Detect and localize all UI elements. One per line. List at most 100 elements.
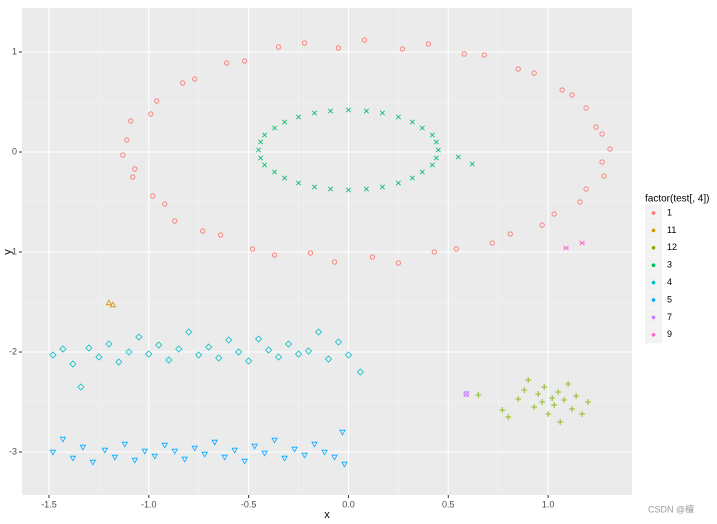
point (525, 377, 532, 383)
point (121, 441, 129, 448)
point (261, 450, 268, 457)
point (89, 459, 97, 466)
point (241, 458, 248, 465)
point (429, 132, 435, 138)
point (331, 259, 338, 265)
point (272, 125, 278, 131)
point (395, 260, 401, 266)
point (296, 114, 302, 120)
point (321, 449, 328, 456)
x-tick-label: 1.0 (542, 499, 555, 509)
point (294, 350, 303, 358)
point (180, 80, 186, 86)
point (505, 414, 512, 420)
point (145, 350, 153, 358)
point (120, 152, 126, 158)
point (130, 174, 136, 180)
point (593, 124, 599, 130)
point (271, 437, 278, 444)
point (433, 139, 439, 145)
point (461, 51, 467, 57)
point (363, 108, 369, 114)
point (77, 383, 85, 391)
point (361, 37, 368, 43)
point (258, 139, 264, 145)
point (262, 132, 268, 138)
point (282, 119, 288, 125)
points (49, 37, 613, 468)
point (301, 40, 308, 46)
point (191, 445, 199, 452)
point (111, 454, 119, 461)
legend-swatch (651, 211, 656, 215)
legend-title: factor(test[, 4]) (645, 194, 709, 205)
point (275, 353, 283, 361)
point (281, 455, 288, 462)
y-tick-label: 1 (12, 46, 17, 56)
point (59, 345, 67, 353)
point (344, 351, 353, 359)
point (583, 186, 589, 192)
point (425, 41, 431, 47)
point (85, 344, 93, 352)
watermark: CSDN @檀 (648, 503, 694, 514)
point (151, 453, 159, 460)
point (272, 169, 278, 175)
point (181, 456, 189, 463)
point (489, 240, 495, 246)
point (583, 105, 589, 111)
point (531, 70, 537, 76)
point (171, 448, 179, 455)
point (541, 384, 548, 390)
point (335, 45, 342, 51)
point (284, 340, 293, 348)
point (539, 399, 546, 405)
point (565, 381, 572, 387)
x-tick-label: -1.0 (141, 499, 157, 509)
point (435, 147, 441, 153)
legend-swatch (651, 246, 656, 250)
point (539, 222, 545, 228)
point (579, 411, 586, 417)
x-axis-label: x (324, 509, 330, 521)
point (507, 231, 513, 237)
point (475, 392, 482, 398)
point (291, 446, 298, 453)
point (429, 162, 435, 168)
point (59, 436, 67, 443)
point (453, 246, 459, 252)
point (399, 46, 405, 52)
point (282, 175, 288, 181)
legend-label: 4 (667, 277, 672, 287)
point (379, 184, 385, 190)
point (481, 52, 487, 58)
point (573, 393, 580, 399)
point (235, 348, 243, 356)
grid (22, 8, 632, 495)
point (356, 368, 365, 376)
point (124, 137, 130, 143)
point (185, 328, 193, 336)
point (551, 211, 557, 217)
point (515, 396, 522, 402)
point (262, 162, 268, 168)
point (307, 250, 314, 256)
point (561, 397, 568, 403)
point (304, 347, 313, 355)
point (49, 449, 57, 456)
legend-swatch (651, 298, 656, 302)
point (521, 387, 528, 393)
point (557, 419, 564, 425)
x-tick-label: 0.0 (342, 499, 355, 509)
point (579, 240, 586, 246)
x-tick-label: -0.5 (241, 499, 257, 509)
x-tick-label: 0.5 (442, 499, 455, 509)
point (379, 110, 385, 116)
point (601, 173, 607, 179)
legend-label: 3 (667, 260, 672, 270)
point (345, 187, 351, 193)
legend-label: 11 (667, 225, 676, 235)
point (109, 301, 117, 308)
point (201, 451, 208, 458)
